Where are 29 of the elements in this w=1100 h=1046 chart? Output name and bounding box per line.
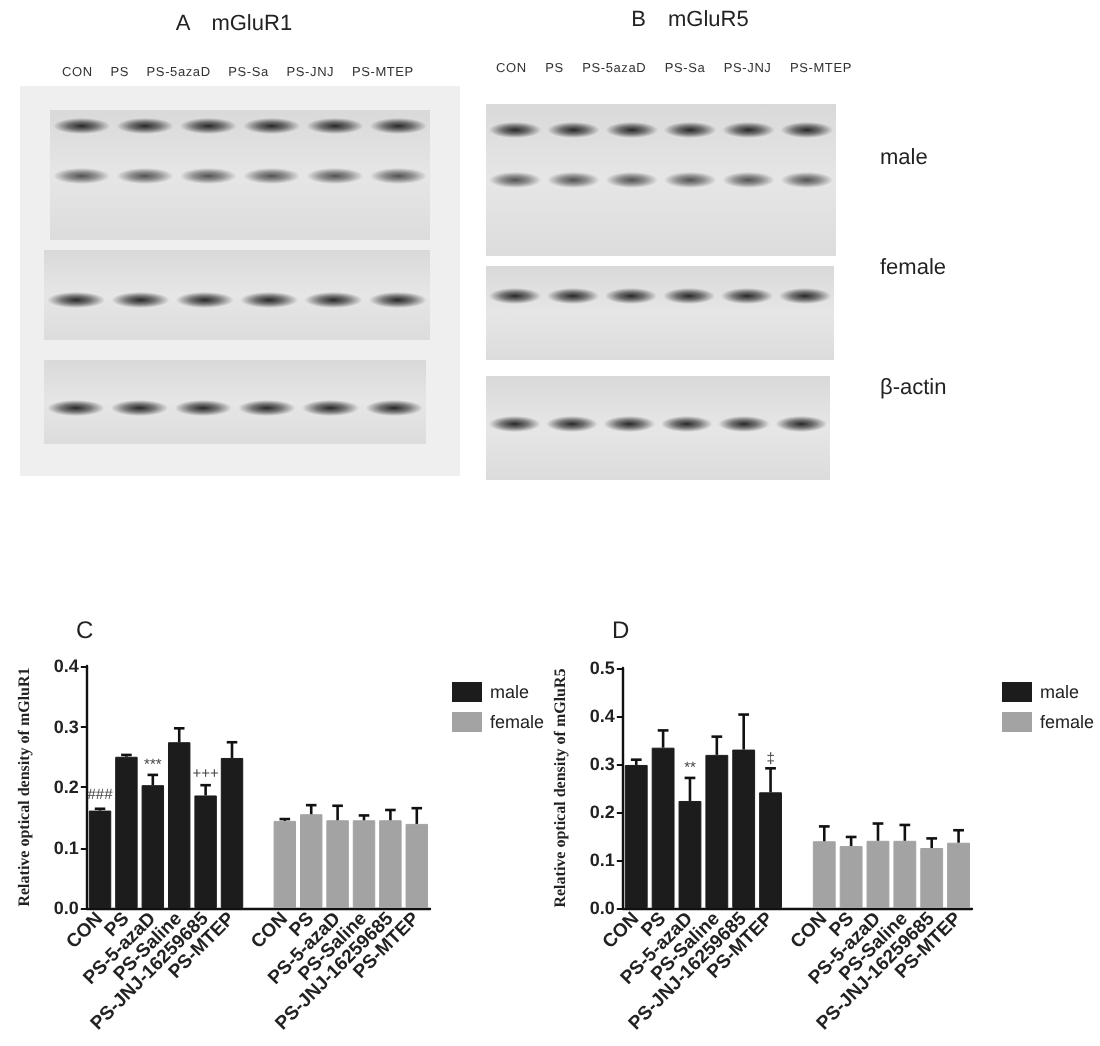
chart-title: C — [76, 616, 94, 644]
text: female — [880, 256, 947, 280]
text: β-actin — [880, 376, 947, 400]
y-tick-label: 0.1 — [589, 850, 615, 870]
y-tick-label: 0.2 — [589, 802, 615, 822]
y-tick-label: 0.4 — [53, 656, 79, 676]
y-tick-label: 0.5 — [589, 658, 615, 678]
y-tick-label: 0.3 — [589, 754, 615, 774]
text: B mGluR5 — [631, 8, 749, 32]
text: male — [880, 146, 928, 170]
y-tick-label: 0.3 — [53, 716, 79, 737]
y-axis-title: Relative optical density of mGluR1 — [15, 667, 33, 907]
y-tick-label: 0.0 — [53, 898, 79, 918]
text: A mGluR1 — [175, 12, 293, 36]
legend-label: male — [490, 682, 530, 702]
bar — [947, 842, 970, 908]
legend-label: female — [490, 712, 545, 732]
bar — [812, 841, 836, 908]
legend-label: female — [1040, 712, 1095, 732]
y-axis-title: Relative optical density of mGluR5 — [551, 668, 569, 908]
bar — [920, 848, 944, 908]
y-tick-label: 0.4 — [589, 706, 615, 726]
y-tick-label: 0.1 — [53, 837, 79, 858]
y-tick-label: 0.0 — [589, 898, 615, 918]
bar — [352, 820, 376, 908]
y-tick-label: 0.2 — [53, 777, 79, 797]
chart-title: D — [612, 616, 630, 644]
bar — [273, 820, 297, 908]
legend-label: male — [1040, 682, 1080, 702]
